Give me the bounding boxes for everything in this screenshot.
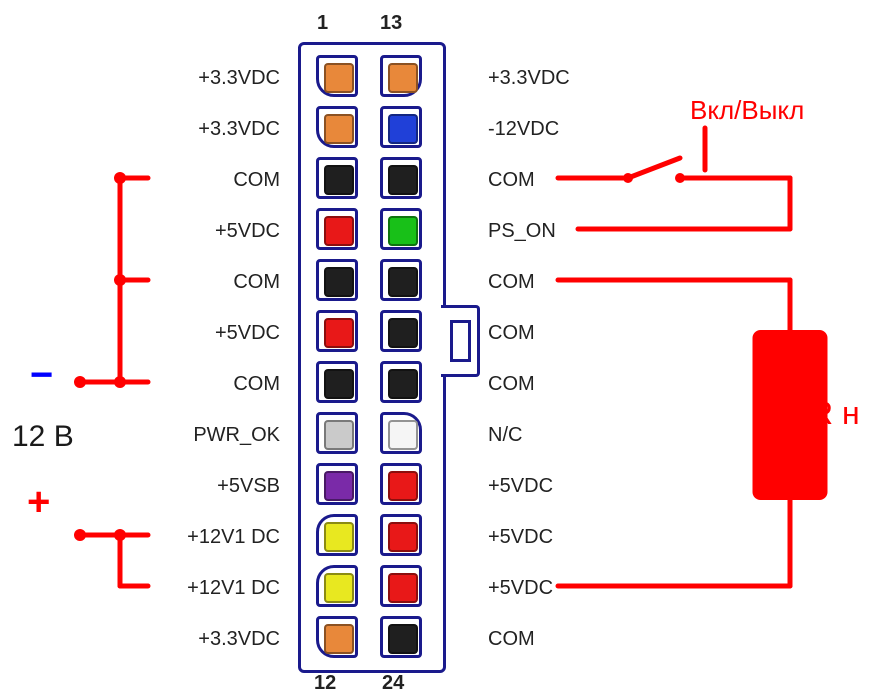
pin-9 (316, 463, 358, 505)
pin-17-fill (388, 267, 418, 297)
header-pin-12: 12 (314, 672, 336, 695)
pin-22-label: +5VDC (488, 526, 618, 549)
pin-12-label: +3.3VDC (150, 628, 280, 651)
connector-latch-inner (450, 320, 471, 362)
pin-6 (316, 310, 358, 352)
minus-symbol: − (30, 353, 53, 398)
pin-3-fill (324, 165, 354, 195)
pin-18-label: COM (488, 322, 618, 345)
pin-17 (380, 259, 422, 301)
pin-1-fill (324, 63, 354, 93)
pin-21-label: +5VDC (488, 475, 618, 498)
pin-15-label: COM (488, 169, 618, 192)
pin-11-label: +12V1 DC (150, 577, 280, 600)
pin-5-label: COM (150, 271, 280, 294)
pin-7-label: COM (150, 373, 280, 396)
pin-2 (316, 106, 358, 148)
switch-label: Вкл/Выкл (690, 95, 804, 126)
pin-5 (316, 259, 358, 301)
pin-1-label: +3.3VDC (150, 67, 280, 90)
header-pin-13: 13 (380, 12, 402, 35)
pin-2-fill (324, 114, 354, 144)
pin-19 (380, 361, 422, 403)
pin-18-fill (388, 318, 418, 348)
header-pin-24: 24 (382, 672, 404, 695)
pin-8-label: PWR_OK (150, 424, 280, 447)
pin-21 (380, 463, 422, 505)
pin-4 (316, 208, 358, 250)
voltage-label: 12 В (12, 420, 74, 454)
pin-12-fill (324, 624, 354, 654)
pin-11-fill (324, 573, 354, 603)
pin-1 (316, 55, 358, 97)
pin-22 (380, 514, 422, 556)
pin-10 (316, 514, 358, 556)
pin-9-label: +5VSB (150, 475, 280, 498)
pin-18 (380, 310, 422, 352)
pin-4-label: +5VDC (150, 220, 280, 243)
pin-20 (380, 412, 422, 454)
pin-3 (316, 157, 358, 199)
pin-13-label: +3.3VDC (488, 67, 618, 90)
pin-15 (380, 157, 422, 199)
pin-16-fill (388, 216, 418, 246)
pin-7 (316, 361, 358, 403)
pin-12 (316, 616, 358, 658)
plus-symbol: + (27, 480, 50, 525)
pin-2-label: +3.3VDC (150, 118, 280, 141)
pin-13-fill (388, 63, 418, 93)
pin-23-label: +5VDC (488, 577, 618, 600)
pin-14 (380, 106, 422, 148)
pin-21-fill (388, 471, 418, 501)
pin-11 (316, 565, 358, 607)
pin-24-label: COM (488, 628, 618, 651)
diagram-container: 1 13 12 24 +3.3VDC +3.3VDC COM +5VDC COM +5VD… (0, 0, 882, 700)
pin-7-fill (324, 369, 354, 399)
pin-17-label: COM (488, 271, 618, 294)
pin-8-fill (324, 420, 354, 450)
pin-24-fill (388, 624, 418, 654)
pin-23 (380, 565, 422, 607)
pin-16-label: PS_ON (488, 220, 618, 243)
pin-19-label: COM (488, 373, 618, 396)
pin-15-fill (388, 165, 418, 195)
pin-13 (380, 55, 422, 97)
pin-22-fill (388, 522, 418, 552)
pin-16 (380, 208, 422, 250)
pin-24 (380, 616, 422, 658)
pin-6-label: +5VDC (150, 322, 280, 345)
pin-4-fill (324, 216, 354, 246)
pin-14-label: -12VDC (488, 118, 618, 141)
pin-9-fill (324, 471, 354, 501)
pin-10-label: +12V1 DC (150, 526, 280, 549)
pin-14-fill (388, 114, 418, 144)
pin-5-fill (324, 267, 354, 297)
header-pin-1: 1 (317, 12, 328, 35)
pin-23-fill (388, 573, 418, 603)
pin-20-label: N/C (488, 424, 618, 447)
pin-3-label: COM (150, 169, 280, 192)
pin-19-fill (388, 369, 418, 399)
pin-6-fill (324, 318, 354, 348)
pin-20-fill (388, 420, 418, 450)
pin-8 (316, 412, 358, 454)
pin-10-fill (324, 522, 354, 552)
load-label: R н (810, 395, 860, 432)
